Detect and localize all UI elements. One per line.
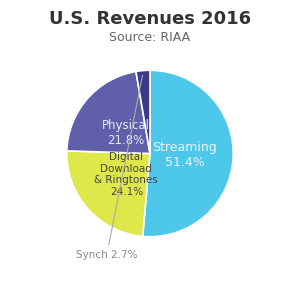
Wedge shape — [67, 151, 150, 236]
Text: Source: RIAA: Source: RIAA — [110, 31, 190, 44]
Text: Digital
Download
& Ringtones
24.1%: Digital Download & Ringtones 24.1% — [94, 152, 158, 197]
Wedge shape — [143, 70, 233, 237]
Wedge shape — [67, 72, 150, 153]
Text: Synch 2.7%: Synch 2.7% — [76, 75, 142, 260]
Text: Physical
21.8%: Physical 21.8% — [102, 119, 150, 147]
Wedge shape — [136, 70, 150, 153]
Text: U.S. Revenues 2016: U.S. Revenues 2016 — [49, 10, 251, 28]
Text: Streaming
51.4%: Streaming 51.4% — [152, 141, 217, 169]
